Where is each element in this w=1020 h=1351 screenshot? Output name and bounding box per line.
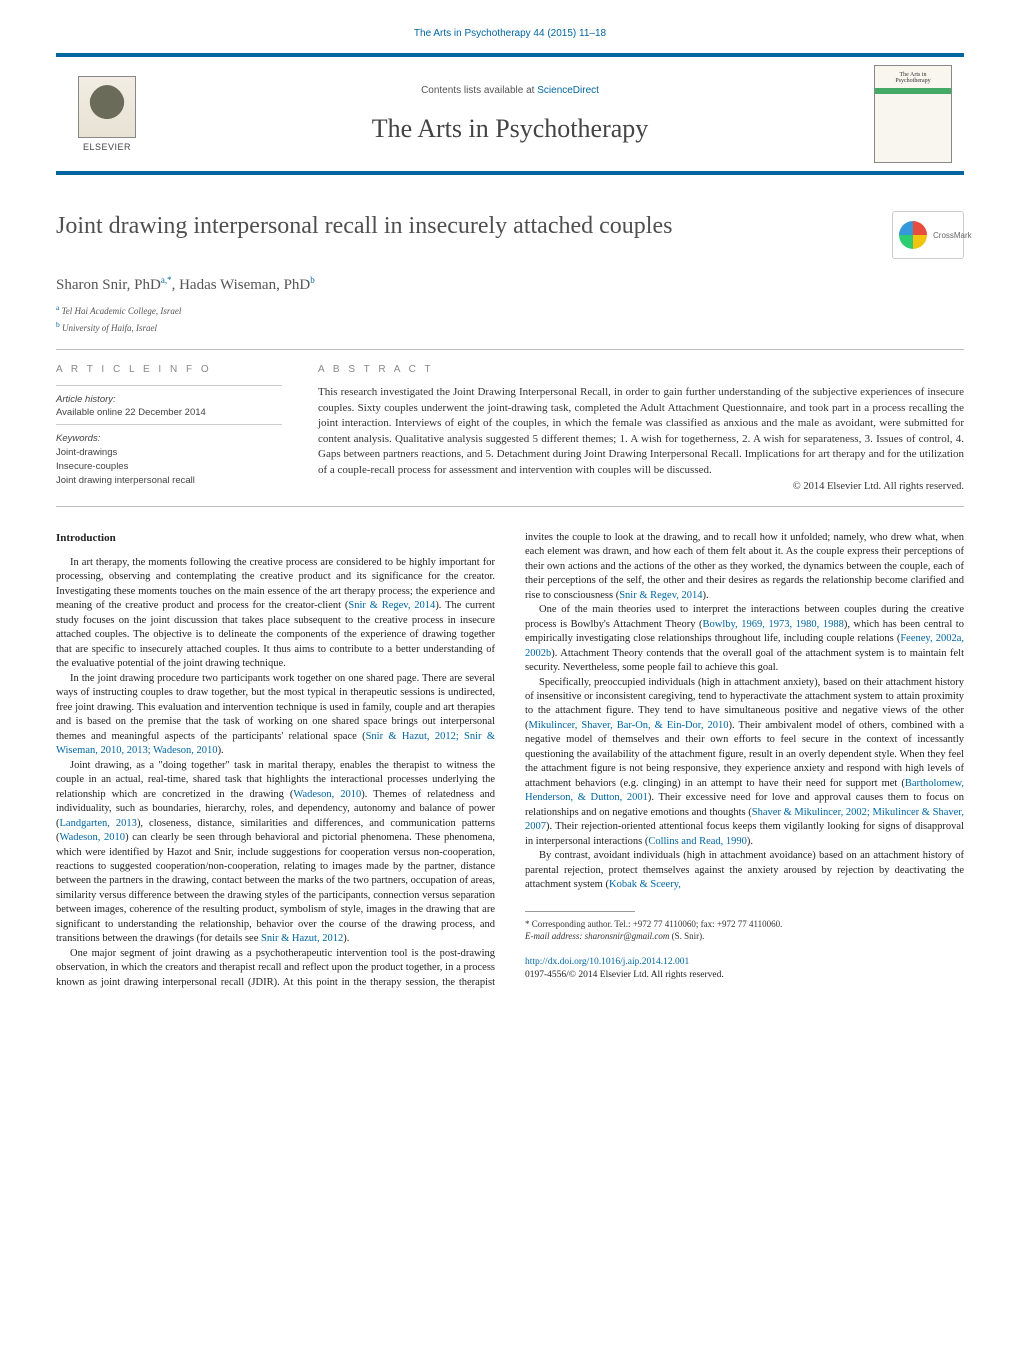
ref-bowlby[interactable]: Bowlby, 1969, 1973, 1980, 1988 [703,619,844,630]
introduction-head: Introduction [56,531,495,546]
para-5: One of the main theories used to interpr… [525,603,964,675]
para-3: Joint drawing, as a "doing together" tas… [56,759,495,947]
ref-kobak-sceery[interactable]: Kobak & Sceery, [609,879,681,890]
crossmark-icon [899,221,927,249]
abstract-text: This research investigated the Joint Dra… [318,385,964,479]
publisher-name: ELSEVIER [83,142,131,152]
abstract-block: A B S T R A C T This research investigat… [318,364,964,492]
thumb-accent-bar [875,88,951,94]
running-header: The Arts in Psychotherapy 44 (2015) 11–1… [56,28,964,39]
info-rule-1 [56,385,282,386]
authors-line: Sharon Snir, PhDa,*, Hadas Wiseman, PhDb [56,275,964,294]
author-1-sup: a,* [161,275,172,285]
ref-snir-regev-2014a[interactable]: Snir & Regev, 2014 [348,600,435,611]
aff-a-sup: a [56,303,59,312]
p2b: ). [218,745,224,756]
doi-block: http://dx.doi.org/10.1016/j.aip.2014.12.… [525,956,964,983]
p4b: ). [703,590,709,601]
para-1: In art therapy, the moments following th… [56,556,495,672]
corresponding-author-footnote: * Corresponding author. Tel.: +972 77 41… [525,918,964,942]
journal-header: ELSEVIER Contents lists available at Sci… [56,53,964,175]
para-6: Specifically, preoccupied individuals (h… [525,676,964,850]
keyword-2: Insecure-couples [56,460,282,474]
ref-landgarten-2013[interactable]: Landgarten, 2013 [60,818,137,829]
affiliations: a Tel Hai Academic College, Israel b Uni… [56,302,964,335]
contents-available-line: Contents lists available at ScienceDirec… [164,85,856,96]
elsevier-tree-icon [78,76,136,138]
publisher-logo: ELSEVIER [68,68,146,160]
sciencedirect-link[interactable]: ScienceDirect [537,85,599,96]
history-value: Available online 22 December 2014 [56,407,282,418]
crossmark-badge[interactable]: CrossMark [892,211,964,259]
author-2-sup: b [310,275,315,285]
aff-a: Tel Hai Academic College, Israel [62,306,182,316]
info-rule-2 [56,424,282,425]
issn-copyright: 0197-4556/© 2014 Elsevier Ltd. All right… [525,970,724,980]
abstract-head: A B S T R A C T [318,364,964,375]
ref-snir-hazut-2012[interactable]: Snir & Hazut, 2012 [261,933,343,944]
aff-b-sup: b [56,320,60,329]
article-title: Joint drawing interpersonal recall in in… [56,211,872,241]
article-body: Introduction In art therapy, the moments… [56,531,964,991]
footnote-email-label: E-mail address: [525,931,585,941]
author-2: Hadas Wiseman, PhD [179,277,310,293]
doi-link[interactable]: http://dx.doi.org/10.1016/j.aip.2014.12.… [525,957,689,967]
contents-prefix: Contents lists available at [421,85,537,96]
p3d: ) can clearly be seen through behavioral… [56,832,495,944]
history-label: Article history: [56,394,282,405]
p3e: ). [343,933,349,944]
rule-top [56,349,964,350]
p6e: ). [747,836,753,847]
keyword-3: Joint drawing interpersonal recall [56,474,282,488]
article-info-head: A R T I C L E I N F O [56,364,282,375]
footnote-corr: Corresponding author. Tel.: +972 77 4110… [530,919,783,929]
rule-bottom [56,506,964,507]
ref-collins-read-1990[interactable]: Collins and Read, 1990 [648,836,747,847]
footnote-email-tail: (S. Snir). [669,931,704,941]
ref-mikulincer-2010[interactable]: Mikulincer, Shaver, Bar-On, & Ein-Dor, 2… [529,720,729,731]
p5c: ). Attachment Theory contends that the o… [525,648,964,673]
journal-cover-thumbnail: The Arts in Psychotherapy [874,65,952,163]
ref-wadeson-2010b[interactable]: Wadeson, 2010 [60,832,126,843]
footnote-rule [525,911,635,912]
ref-wadeson-2010a[interactable]: Wadeson, 2010 [293,789,361,800]
keyword-1: Joint-drawings [56,446,282,460]
para-2: In the joint drawing procedure two parti… [56,672,495,759]
ref-snir-regev-2014b[interactable]: Snir & Regev, 2014 [619,590,702,601]
p7a: By contrast, avoidant individuals (high … [525,850,964,890]
header-center: Contents lists available at ScienceDirec… [164,85,856,144]
keywords-list: Joint-drawings Insecure-couples Joint dr… [56,446,282,487]
thumb-line2: Psychotherapy [895,78,930,84]
abstract-copyright: © 2014 Elsevier Ltd. All rights reserved… [318,481,964,492]
aff-b: University of Haifa, Israel [62,323,157,333]
journal-name: The Arts in Psychotherapy [164,114,856,144]
author-1: Sharon Snir, PhD [56,277,161,293]
article-info-block: A R T I C L E I N F O Article history: A… [56,364,282,492]
crossmark-label: CrossMark [933,231,972,240]
para-7: By contrast, avoidant individuals (high … [525,849,964,892]
footnote-email[interactable]: sharonsnir@gmail.com [585,931,670,941]
keywords-label: Keywords: [56,433,282,444]
